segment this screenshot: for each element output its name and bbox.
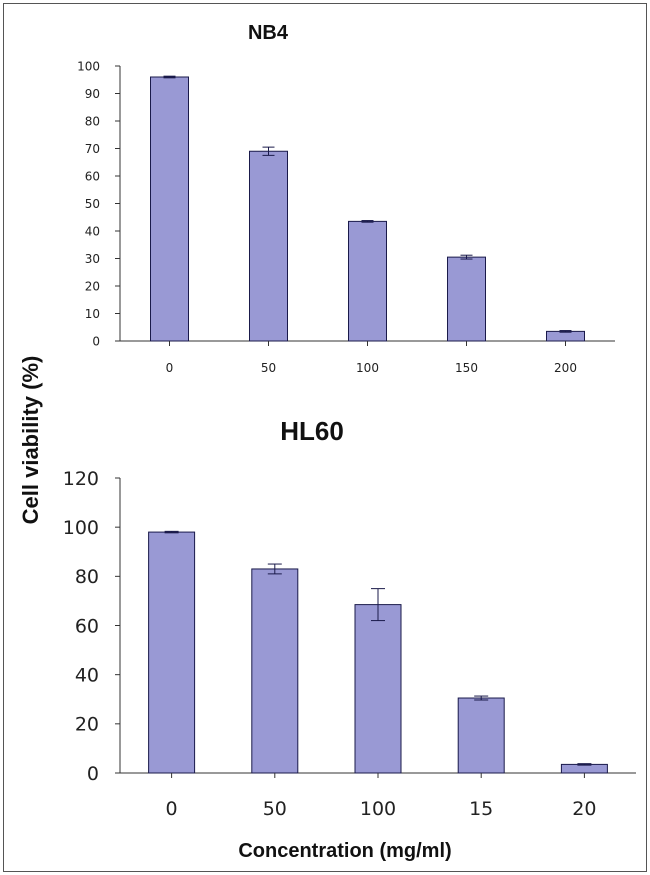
x-tick-label-hl60: 20 [572, 798, 596, 820]
plot-hl60: 0 20 40 60 80 100 120 0 50 100 15 20 [63, 468, 636, 820]
bar-nb4-0 [150, 76, 189, 342]
plot-nb4: 0 10 20 30 40 50 60 70 80 90 100 0 50 100 150 200 [77, 59, 615, 375]
y-tick-label-hl60: 60 [75, 615, 99, 637]
y-tick-label-nb4: 30 [85, 252, 100, 266]
y-tick-label-hl60: 40 [75, 665, 99, 687]
bar-hl60-100 [354, 604, 402, 774]
y-tick-label-hl60: 80 [75, 566, 99, 588]
y-tick-label-nb4: 50 [85, 197, 100, 211]
y-tick-label-nb4: 100 [77, 59, 100, 73]
error-bar-nb4-200 [559, 330, 572, 333]
y-tick-label-nb4: 60 [85, 169, 100, 183]
x-tick-label-nb4: 150 [455, 361, 478, 375]
error-bar-hl60-20 [577, 763, 592, 766]
x-tick-label-hl60: 15 [469, 798, 493, 820]
x-tick-label-hl60: 100 [360, 798, 396, 820]
chart-title-hl60: HL60 [280, 416, 344, 446]
bar-nb4-100 [348, 220, 387, 342]
y-tick-label-nb4: 20 [85, 279, 100, 293]
error-bar-nb4-150 [460, 254, 473, 260]
bar-nb4-150 [447, 256, 486, 342]
error-bar-nb4-0 [163, 75, 176, 79]
y-tick-label-nb4: 40 [85, 224, 100, 238]
y-tick-label-nb4: 0 [92, 334, 100, 348]
bar-hl60-50 [251, 568, 299, 774]
y-tick-label-nb4: 10 [85, 307, 100, 321]
chart-title-nb4: NB4 [248, 22, 289, 44]
figure-border [3, 3, 647, 872]
x-tick-label-hl60: 50 [263, 798, 287, 820]
y-tick-label-hl60: 20 [75, 714, 99, 736]
error-bar-hl60-100 [371, 588, 385, 622]
bar-hl60-20 [560, 763, 608, 774]
x-tick-label-nb4: 100 [356, 361, 379, 375]
bar-hl60-15 [457, 697, 505, 774]
error-bar-hl60-0 [164, 530, 179, 534]
x-tick-label-hl60: 0 [166, 798, 178, 820]
bar-hl60-0 [148, 531, 196, 774]
y-tick-label-hl60: 120 [63, 468, 99, 490]
y-tick-label-nb4: 90 [85, 87, 100, 101]
x-axis-label: Concentration (mg/ml) [238, 840, 451, 862]
bar-nb4-200 [546, 330, 585, 342]
y-tick-label-nb4: 80 [85, 114, 100, 128]
error-bar-hl60-15 [474, 695, 489, 701]
error-bar-nb4-100 [361, 220, 374, 223]
x-tick-label-nb4: 50 [261, 361, 276, 375]
y-axis-label: Cell viability (%) [18, 356, 43, 525]
error-bar-hl60-50 [267, 563, 282, 575]
y-tick-label-nb4: 70 [85, 142, 100, 156]
y-tick-label-hl60: 0 [87, 763, 99, 785]
bar-nb4-50 [249, 150, 288, 342]
y-tick-label-hl60: 100 [63, 517, 99, 539]
error-bar-nb4-50 [262, 146, 275, 156]
x-tick-label-nb4: 200 [554, 361, 577, 375]
x-tick-label-nb4: 0 [166, 361, 174, 375]
